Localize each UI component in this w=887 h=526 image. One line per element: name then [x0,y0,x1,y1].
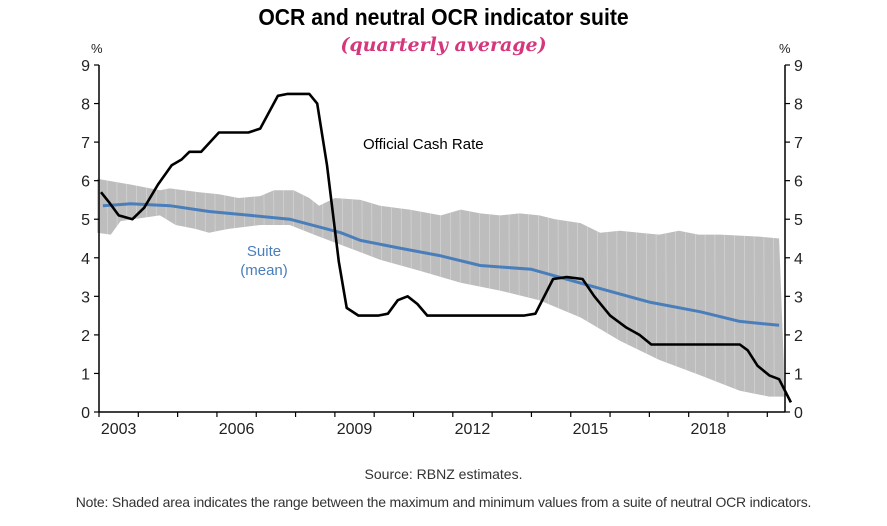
y-tick-label-right: 2 [794,328,803,345]
y-tick-label-right: 1 [794,366,803,383]
ocr-label: Official Cash Rate [363,136,484,153]
x-tick-label: 2018 [691,421,727,438]
x-tick-label: 2003 [101,421,137,438]
y-unit-left: % [91,41,103,56]
y-tick-label-left: 2 [81,328,90,345]
y-tick-label-left: 5 [81,212,90,229]
y-tick-label-left: 9 [81,58,90,75]
y-tick-label-right: 9 [794,58,803,75]
y-tick-label-right: 3 [794,289,803,306]
y-tick-label-left: 4 [81,251,90,268]
suite-label-line2: (mean) [240,262,288,279]
y-unit-right: % [779,41,791,56]
x-tick-label: 2009 [337,421,373,438]
y-tick-label-right: 6 [794,174,803,191]
y-tick-label-left: 7 [81,135,90,152]
suite-range-band [97,178,785,397]
chart-title: OCR and neutral OCR indicator suite [258,4,629,30]
ocr-line [99,92,793,403]
x-tick-label: 2006 [219,421,255,438]
suite-label-line1: Suite [247,243,281,260]
y-tick-label-left: 6 [81,174,90,191]
x-tick-label: 2012 [455,421,491,438]
chart-subtitle: (quarterly average) [340,34,547,56]
y-tick-label-left: 3 [81,289,90,306]
y-tick-label-left: 0 [81,405,90,422]
y-tick-label-right: 8 [794,97,803,114]
y-tick-label-left: 1 [81,366,90,383]
y-tick-label-right: 4 [794,251,803,268]
footnote: Note: Shaded area indicates the range be… [75,494,812,510]
x-tick-label: 2015 [573,421,609,438]
source-note: Source: RBNZ estimates. [364,466,523,482]
y-tick-label-left: 8 [81,97,90,114]
y-tick-label-right: 0 [794,405,803,422]
chart-plot: 0 0 1 1 2 2 3 3 4 4 5 5 6 6 7 7 8 8 9 9 2003 2006 2009 2012 2015… [81,41,803,438]
y-tick-label-right: 5 [794,212,803,229]
y-tick-label-right: 7 [794,135,803,152]
suite-mean-line [102,202,780,327]
